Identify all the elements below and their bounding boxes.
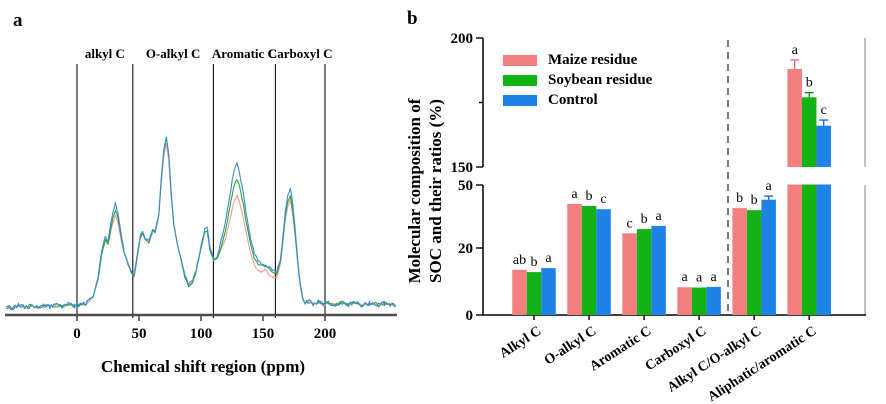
sig-letter: a [545,251,552,266]
panel-b-y-axis-title-line2: SOC and their ratios (%) [426,99,445,283]
region-label: alkyl C [85,46,125,61]
bar [761,199,776,315]
sig-letter: a [571,187,578,202]
sig-letter: c [600,192,606,207]
sig-letter: ab [513,253,526,268]
y-tick-label: 50 [458,178,473,194]
sig-letter: b [531,255,538,270]
bar [677,287,692,315]
bar [541,268,556,315]
bar-lower-segment [801,184,817,315]
panel-b-y-axis-title-line1: Molecular composition of [405,98,424,284]
y-tick-label: 150 [451,160,474,176]
category-label: Alkyl C/O-alkyl C [665,324,765,396]
sig-letter: a [682,270,689,285]
bar [567,203,582,315]
bar [581,206,597,315]
sig-letter: c [626,216,632,231]
x-tick-label: 50 [132,326,147,342]
bar-upper-segment [801,97,817,167]
sig-letter: b [751,193,758,208]
sig-letter: a [766,179,773,194]
bar [526,272,542,315]
sig-letter: c [821,103,827,118]
region-label: O-alkyl C [146,46,201,61]
y-tick-label: 200 [451,31,474,47]
panel-b-y-axis-title: Molecular composition of SOC and their r… [404,41,450,341]
legend-item-soybean-residue: Soybean residue [503,70,652,90]
bar-lower-segment [787,184,802,315]
y-tick-label: 20 [458,241,473,257]
spectrum-trace-2 [6,136,397,311]
x-tick-label: 200 [314,326,337,342]
sig-letter: a [655,209,662,224]
bar [622,233,637,315]
sig-letter: a [696,271,703,286]
bar [691,287,707,315]
y-tick-label: 0 [466,308,474,324]
bar-upper-segment [816,125,831,167]
spectrum-trace-0 [5,143,397,310]
bar [636,229,652,315]
x-tick-label: 100 [190,326,213,342]
region-label: Carboxyl C [268,46,333,61]
legend-swatch-soybean [503,74,537,86]
legend-swatch-control [503,94,537,106]
legend-label-control: Control [548,91,598,108]
legend-swatch-maize [503,54,537,66]
legend-label-maize: Maize residue [548,51,638,68]
x-tick-label: 0 [73,326,81,342]
category-label: Aromatic C [587,324,654,375]
legend-item-maize-residue: Maize residue [503,50,652,70]
category-label: Alkyl C [497,324,544,362]
sig-letter: a [792,43,799,58]
panel-a-x-axis-title: Chemical shift region (ppm) [100,357,306,376]
region-label: Aromatic C [212,46,277,61]
bar [651,225,666,315]
bar [596,209,611,315]
x-tick-label: 150 [252,326,275,342]
bar [512,269,527,315]
panel-b-label: b [407,8,418,29]
bar [732,208,747,315]
sig-letter: b [586,189,593,204]
sig-letter: b [736,191,743,206]
bar-upper-segment [787,69,802,167]
sig-letter: b [641,212,648,227]
sig-letter: a [711,270,718,285]
panel-a-label: a [13,10,23,31]
sig-letter: b [806,76,813,91]
legend: Maize residue Soybean residue Control [503,50,652,110]
bar [746,210,762,315]
bar [706,286,721,315]
legend-label-soybean: Soybean residue [548,71,653,88]
spectrum-trace-1 [6,136,397,311]
legend-item-control: Control [503,90,652,110]
bar-lower-segment [816,184,831,315]
